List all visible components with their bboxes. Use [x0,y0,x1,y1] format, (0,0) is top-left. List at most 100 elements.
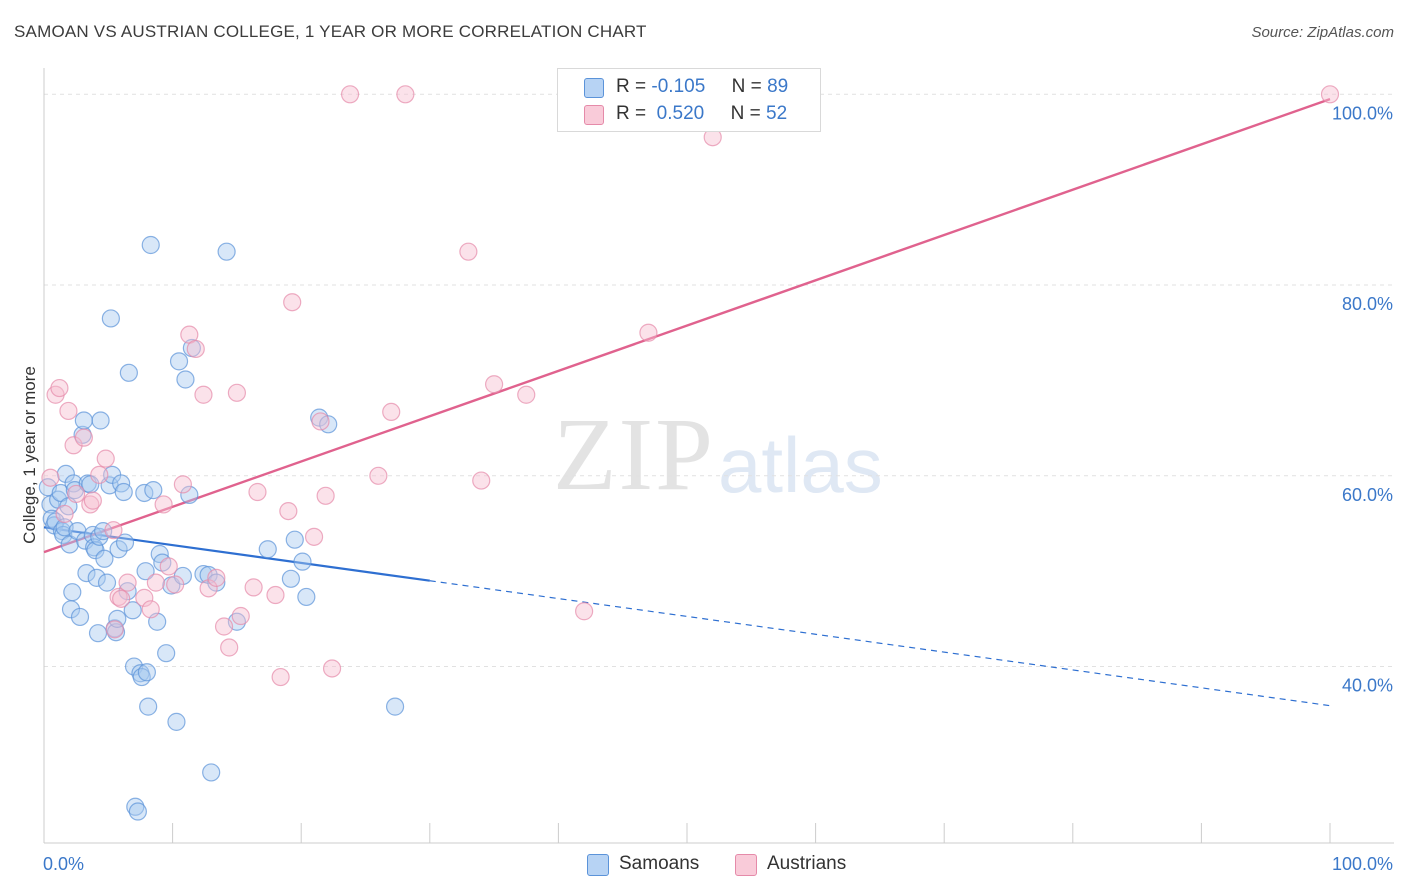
samoans-point [101,309,120,328]
austrians-point [248,482,267,502]
y-tick-label: 100.0% [1332,103,1393,123]
samoans-point [119,363,138,382]
samoans-point [167,712,186,731]
austrians-point [311,412,330,431]
samoans-point [109,540,128,559]
samoans-point [51,483,70,503]
source-label: Source: ZipAtlas.com [1251,24,1394,41]
samoans-point [87,568,106,587]
legend-row-austrians: R = 0.520 N = 52 [558,101,820,127]
austrians-point [322,659,342,678]
austrians-point [459,242,478,261]
samoans-point [297,587,316,607]
samoans-point [202,763,221,782]
austrians-point [207,568,226,587]
austrians-point [639,323,658,342]
austrians-legend-label: Austrians [767,853,847,874]
legend-text-austrians: R = 0.520 N = 52 [616,103,787,125]
samoans-point [217,242,236,261]
samoans-point [56,464,75,483]
axes [43,68,1394,844]
austrians-point [396,85,415,104]
austrians-point [279,501,298,521]
samoans-point [95,549,114,568]
samoans-trend-extension [429,580,1331,707]
austrians-point [271,667,290,687]
austrians-legend-swatch [735,854,757,876]
r-label: R = [616,76,647,97]
samoans-swatch [584,78,604,98]
samoans-point [144,481,163,500]
samoans-point [293,552,312,571]
austrians-point [74,428,93,447]
watermark-atlas: atlas [718,421,883,509]
correlation-legend: R = -0.105 N = 89 R = 0.520 N = 52 [557,68,821,132]
austrians-point [266,585,285,605]
samoans-point [128,802,147,821]
austrians-point [485,375,504,394]
austrians-point [64,436,83,455]
samoans-point [88,624,108,643]
austrians-point [159,557,178,576]
samoans-point [123,601,142,620]
samoans-point [136,562,155,581]
austrians-point [50,378,69,398]
samoans-point [176,370,195,389]
samoans-r-value: -0.105 [651,76,706,97]
austrians-point [382,402,401,422]
austrians-point [575,602,594,621]
samoans-point [385,697,405,716]
samoans-point [258,540,277,559]
samoans-point [141,235,160,255]
austrians-point [194,385,213,404]
samoans-point [54,525,73,545]
austrians-point [166,575,185,594]
austrians-point [244,578,263,597]
y-tick-label: 80.0% [1342,294,1393,314]
austrians-point [214,617,234,636]
austrians-point [231,606,250,626]
austrians-point [41,468,60,487]
samoans-point [108,609,127,628]
austrians-point [304,527,324,546]
austrians-point [96,449,115,468]
x-tick-label: 100.0% [1332,854,1393,874]
samoans-point [60,535,79,554]
austrians-point [118,573,137,592]
samoans-point [285,530,304,549]
samoans-n-value: 89 [767,76,789,97]
austrians-point [186,339,205,359]
data-points [38,85,1340,821]
samoans-point [169,352,189,371]
samoans-point [74,411,93,430]
austrians-point [141,600,160,619]
austrians-point [135,588,154,607]
samoans-point [115,533,135,552]
austrians-point [112,589,131,608]
samoans-point [281,569,301,588]
austrians-point [517,385,536,404]
samoans-point [157,644,176,663]
austrians-point [67,484,86,504]
austrians-trend-line [43,97,1331,554]
austrians-point [83,491,102,510]
samoans-legend-label: Samoans [619,853,700,874]
austrians-point [90,465,109,484]
samoans-point [137,663,156,682]
austrians-point [154,495,173,514]
austrians-point [55,504,74,524]
austrians-r-value: 0.520 [651,103,705,124]
austrians-point [104,521,123,540]
n-label: N = [730,103,761,124]
austrians-point [109,587,128,607]
austrians-point [105,620,124,639]
grid-lines [44,93,1394,668]
austrians-point [227,383,246,402]
austrians-n-value: 52 [766,103,788,124]
samoans-point [180,485,199,504]
r-label: R = [616,103,647,124]
austrians-point [369,466,388,485]
austrians-swatch [584,105,604,125]
samoans-point [91,411,110,430]
